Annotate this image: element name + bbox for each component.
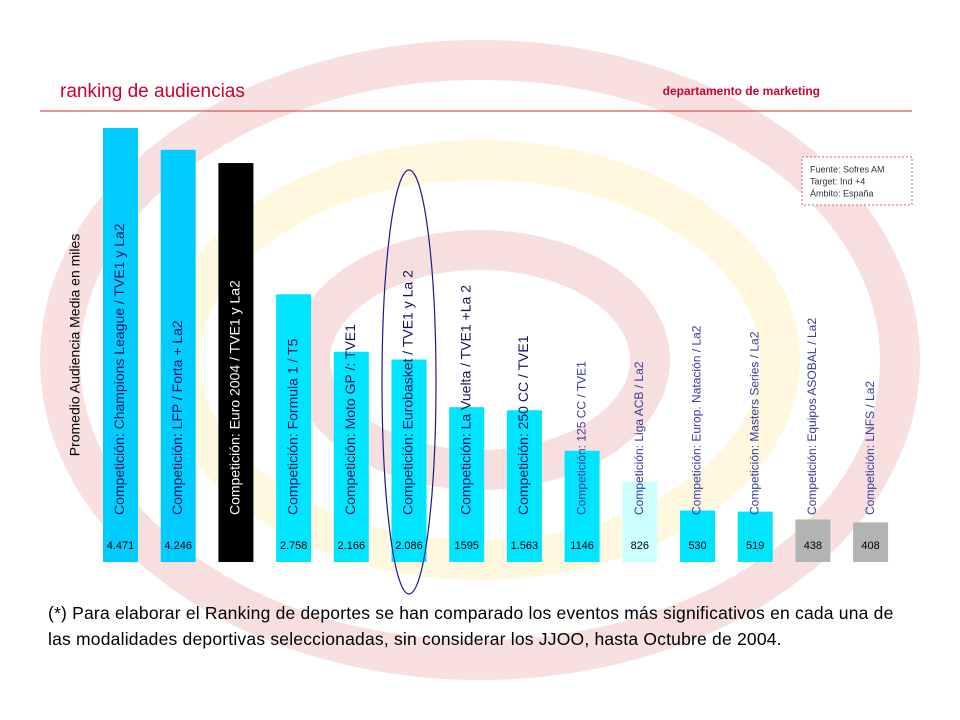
bar-label: Competición: Champions League / TVE1 y L… [111,223,127,515]
bar-label: Competición: 250 CC / TVE1 [515,335,531,515]
y-axis-label: Promedio Audiencia Media en miles [67,234,83,457]
value-label: 1146 [570,540,594,552]
bar-label: Competición: Equipos ASOBAL / La2 [805,318,819,515]
chart-subtitle: departamento de marketing [663,84,820,98]
value-label: 438 [804,540,822,552]
bar-label: Competición: La Vuelta / TVE1 +La 2 [457,285,473,515]
bar-label: Competición: Liga ACB / La2 [632,361,646,515]
bar [218,163,254,562]
bar-label: Competición: Eurobasket / TVE1 y La 2 [400,270,416,515]
value-label: 408 [861,540,879,552]
bar [506,410,542,562]
bar [737,511,773,562]
highlight-ellipse [381,169,437,595]
value-label: 530 [688,540,706,552]
bar [853,522,889,562]
bar [680,510,715,562]
bar-label: Competición: 125 CC / TVE1 [574,361,588,515]
bar [391,359,427,562]
bar-label: Competición: Moto GP /: TVE1 [342,324,358,515]
bar [795,519,831,562]
bar [276,294,312,562]
source-line: Target: Ind +4 [810,176,865,186]
bar-label: Competición: LNFS / La2 [863,381,877,515]
value-label: 519 [746,540,764,552]
bar [622,481,658,562]
bars: Competición: Champions League / TVE1 y L… [103,128,889,562]
value-label: 1.563 [511,540,539,552]
bar [449,407,485,562]
footnote: (*) Para elaborar el Ranking de deportes… [48,603,894,649]
value-label: 4.471 [107,540,135,552]
value-label: 2.758 [280,540,308,552]
bar-label: Competición: Formula 1 / T5 [284,338,300,515]
value-label: 4.246 [164,540,192,552]
value-label: 826 [631,540,649,552]
source-box [801,156,913,206]
bar-label: Competición: LFP / Forta + La2 [169,320,185,515]
value-label: 2.086 [395,540,423,552]
bar [564,450,600,562]
chart-title: ranking de audiencias [60,81,245,102]
source-line: Ámbito: España [810,188,874,198]
bar-label: Competición: Euro 2004 / TVE1 y La2 [227,280,243,515]
source-line: Fuente: Sofres AM [810,164,885,174]
bar [103,128,138,562]
value-label: 2.166 [338,540,366,552]
bar-label: Competición: Europ. Natación / La2 [690,325,704,515]
bar [333,351,369,562]
bar [160,149,196,562]
bar-label: Competición: Masters Series / La2 [747,331,761,515]
value-label: 1595 [454,540,478,552]
